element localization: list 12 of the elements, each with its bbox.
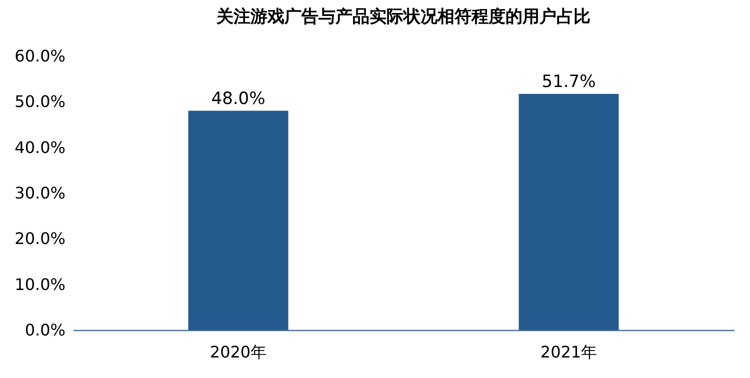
y-tick-label: 10.0%: [14, 274, 66, 294]
x-tick-label: 2020年: [210, 342, 267, 362]
data-label: 51.7%: [542, 72, 596, 92]
y-tick-label: 60.0%: [14, 46, 66, 66]
data-label: 48.0%: [211, 88, 266, 109]
y-tick-label: 30.0%: [14, 184, 66, 202]
y-tick-label: 40.0%: [14, 138, 66, 157]
y-tick-label: 50.0%: [14, 92, 66, 112]
y-tick-label: 20.0%: [14, 229, 66, 248]
y-tick-label: 0.0%: [24, 320, 66, 340]
x-tick-label: 2021年: [540, 342, 598, 362]
chart-title: 关注游戏广告与产品实际状况相符程度的用户占比: [216, 7, 590, 27]
